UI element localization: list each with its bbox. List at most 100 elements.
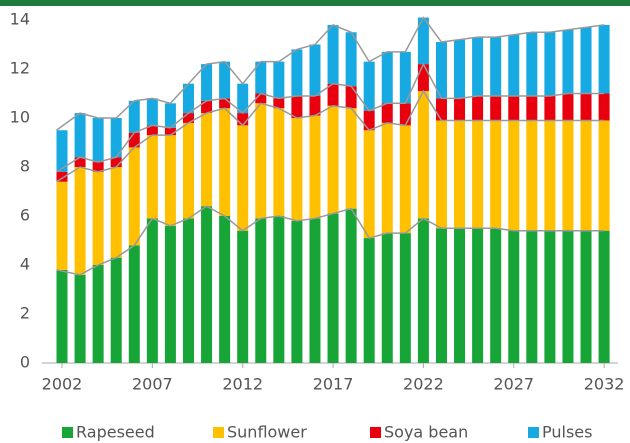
- bar-segment: [399, 233, 411, 363]
- bar-segment: [237, 113, 249, 126]
- bar-segment: [146, 135, 158, 219]
- y-tick-label: 14: [10, 10, 30, 29]
- bar-segment: [417, 218, 429, 363]
- bar-segment: [146, 218, 158, 363]
- bar-segment: [273, 108, 285, 216]
- bar-segment: [580, 120, 592, 231]
- bar-segment: [74, 167, 86, 275]
- bar-segment: [201, 64, 213, 101]
- bar-segment: [327, 105, 339, 214]
- bar-segment: [562, 29, 574, 94]
- bar-segment: [128, 245, 140, 363]
- bar-segment: [417, 91, 429, 219]
- bar-segment: [74, 274, 86, 363]
- bar-segment: [291, 118, 303, 221]
- bar-segment: [490, 120, 502, 229]
- bar-segment: [435, 120, 447, 229]
- bar-segment: [526, 32, 538, 96]
- bar-segment: [56, 269, 68, 363]
- x-tick-label: 2007: [132, 375, 173, 394]
- x-tick-label: 2022: [403, 375, 444, 394]
- x-tick-label: 2012: [222, 375, 263, 394]
- bar-segment: [74, 113, 86, 158]
- bar-segment: [201, 206, 213, 363]
- stack-line: [56, 62, 605, 173]
- legend-label: Rapeseed: [76, 423, 155, 442]
- bar-segment: [399, 51, 411, 104]
- stack-line: [56, 16, 605, 131]
- bar-segment: [56, 171, 68, 182]
- bar-segment: [454, 98, 466, 121]
- bar-segment: [363, 61, 375, 111]
- bar-segment: [598, 230, 610, 363]
- bar-segment: [508, 120, 520, 231]
- bar-segment: [345, 86, 357, 109]
- bar-segment: [182, 122, 194, 219]
- bar-segment: [508, 34, 520, 96]
- y-tick-label: 8: [20, 157, 30, 176]
- bar-segment: [544, 32, 556, 96]
- x-tick-label: 2002: [42, 375, 83, 394]
- bar-segment: [345, 32, 357, 87]
- bar-segment: [182, 218, 194, 363]
- bar-segment: [580, 93, 592, 121]
- bar-segment: [381, 122, 393, 234]
- bar-segment: [417, 17, 429, 65]
- bar-segment: [472, 120, 484, 229]
- bar-segment: [363, 238, 375, 363]
- bar-segment: [472, 95, 484, 121]
- legend-label: Sunflower: [227, 423, 307, 442]
- legend-label: Soya bean: [384, 423, 468, 442]
- bar-segment: [435, 228, 447, 363]
- bar-segment: [490, 95, 502, 121]
- bar-segment: [508, 230, 520, 363]
- bar-segment: [164, 127, 176, 136]
- bar-segment: [598, 93, 610, 121]
- bar-segment: [201, 113, 213, 207]
- bar-segment: [146, 98, 158, 126]
- bar-segment: [237, 230, 249, 363]
- bar-segment: [454, 39, 466, 99]
- bar-segment: [146, 125, 158, 136]
- bar-segment: [110, 157, 122, 167]
- bar-segment: [110, 118, 122, 158]
- bar-segment: [237, 125, 249, 231]
- bar-segment: [454, 228, 466, 363]
- bar-segment: [562, 120, 574, 231]
- bar-segment: [219, 61, 231, 99]
- bar-segment: [219, 98, 231, 109]
- bar-segment: [363, 110, 375, 131]
- bar-segment: [255, 93, 267, 104]
- legend-swatch: [213, 427, 224, 438]
- bar-segment: [417, 64, 429, 92]
- bar-segment: [526, 230, 538, 363]
- bar-segment: [92, 118, 104, 163]
- legend-swatch: [370, 427, 381, 438]
- bar-segment: [309, 115, 321, 219]
- legend-swatch: [62, 427, 73, 438]
- bar-segment: [309, 95, 321, 116]
- y-tick-label: 2: [20, 304, 30, 323]
- bar-segment: [309, 218, 321, 363]
- bar-segment: [182, 83, 194, 114]
- x-tick-label: 2017: [313, 375, 354, 394]
- bar-segment: [381, 103, 393, 123]
- bar-segment: [92, 162, 104, 172]
- bar-segment: [544, 230, 556, 363]
- bar-segment: [490, 37, 502, 96]
- x-tick-label: 2027: [493, 375, 534, 394]
- bar-segment: [164, 135, 176, 226]
- bar-segment: [291, 49, 303, 96]
- bar-segment: [255, 218, 267, 363]
- bar-segment: [255, 61, 267, 94]
- bar-segment: [273, 98, 285, 109]
- bar-segment: [291, 95, 303, 118]
- bar-segment: [128, 100, 140, 133]
- legend-label: Pulses: [542, 423, 592, 442]
- y-tick-label: 0: [20, 353, 30, 372]
- bar-segment: [291, 220, 303, 363]
- bar-segment: [399, 125, 411, 234]
- y-tick-label: 6: [20, 206, 30, 225]
- bar-segment: [381, 233, 393, 363]
